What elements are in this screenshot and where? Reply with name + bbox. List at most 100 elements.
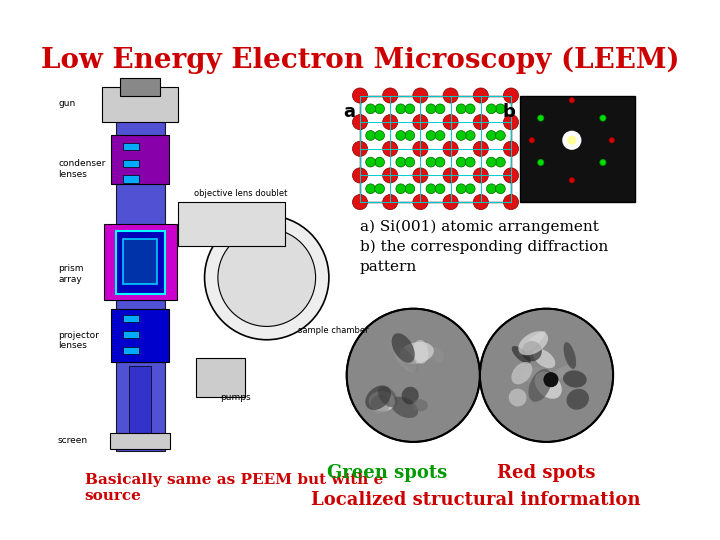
Bar: [520, 96, 635, 202]
Ellipse shape: [546, 364, 572, 384]
Circle shape: [374, 184, 384, 194]
Circle shape: [503, 194, 518, 210]
Circle shape: [396, 104, 405, 114]
Ellipse shape: [399, 349, 418, 372]
Circle shape: [465, 131, 475, 140]
Circle shape: [382, 114, 397, 130]
Text: screen: screen: [58, 436, 88, 444]
Ellipse shape: [563, 370, 587, 388]
Circle shape: [426, 131, 436, 140]
Bar: [123, 143, 139, 150]
Ellipse shape: [522, 341, 542, 361]
Circle shape: [600, 115, 606, 121]
Bar: [120, 78, 160, 96]
Circle shape: [473, 114, 488, 130]
Circle shape: [567, 135, 577, 146]
Bar: [129, 367, 151, 437]
Bar: [123, 160, 139, 167]
Text: Localized structural information: Localized structural information: [311, 491, 640, 509]
Circle shape: [473, 168, 488, 183]
Circle shape: [495, 157, 505, 167]
Bar: [196, 357, 245, 397]
Circle shape: [435, 184, 445, 194]
Circle shape: [405, 104, 415, 114]
Text: projector
lenses: projector lenses: [58, 331, 99, 350]
Ellipse shape: [392, 333, 415, 363]
Circle shape: [570, 98, 575, 103]
Circle shape: [456, 104, 466, 114]
Text: Red spots: Red spots: [498, 464, 595, 482]
Circle shape: [443, 194, 458, 210]
Circle shape: [382, 141, 397, 157]
Circle shape: [503, 168, 518, 183]
Bar: [112, 136, 169, 184]
Circle shape: [465, 104, 475, 114]
Circle shape: [563, 131, 581, 149]
Circle shape: [456, 184, 466, 194]
Bar: [112, 309, 169, 362]
Text: sample chamber: sample chamber: [298, 326, 369, 335]
Circle shape: [544, 373, 558, 387]
Circle shape: [443, 88, 458, 103]
Ellipse shape: [402, 387, 419, 404]
Circle shape: [503, 88, 518, 103]
Circle shape: [204, 215, 329, 340]
Bar: [123, 239, 157, 284]
Ellipse shape: [511, 362, 532, 384]
Ellipse shape: [365, 386, 391, 410]
Ellipse shape: [394, 346, 417, 372]
Ellipse shape: [512, 346, 531, 364]
Circle shape: [382, 194, 397, 210]
Circle shape: [487, 104, 496, 114]
Circle shape: [600, 159, 606, 166]
Circle shape: [473, 194, 488, 210]
Circle shape: [413, 168, 428, 183]
Bar: [109, 433, 170, 449]
Circle shape: [473, 141, 488, 157]
Bar: [178, 202, 284, 246]
Bar: [123, 315, 139, 322]
Circle shape: [609, 138, 614, 143]
Circle shape: [374, 131, 384, 140]
Circle shape: [353, 88, 367, 103]
Circle shape: [443, 141, 458, 157]
Text: Green spots: Green spots: [327, 464, 447, 482]
Text: a: a: [343, 103, 356, 120]
Circle shape: [413, 194, 428, 210]
Circle shape: [426, 157, 436, 167]
Text: condenser
lenses: condenser lenses: [58, 159, 105, 179]
Circle shape: [405, 157, 415, 167]
Text: objective lens doublet: objective lens doublet: [194, 188, 287, 198]
Bar: [123, 176, 139, 183]
Bar: [360, 96, 511, 202]
Circle shape: [366, 131, 375, 140]
Ellipse shape: [378, 386, 397, 407]
Bar: [116, 232, 165, 294]
Circle shape: [426, 184, 436, 194]
Text: pumps: pumps: [220, 393, 251, 402]
Circle shape: [382, 88, 397, 103]
Circle shape: [435, 131, 445, 140]
Circle shape: [396, 131, 405, 140]
Circle shape: [503, 141, 518, 157]
Circle shape: [443, 114, 458, 130]
Ellipse shape: [371, 395, 390, 414]
Bar: [104, 224, 177, 300]
Ellipse shape: [400, 342, 434, 364]
Circle shape: [443, 168, 458, 183]
Circle shape: [405, 131, 415, 140]
Circle shape: [366, 157, 375, 167]
Circle shape: [480, 309, 613, 442]
Circle shape: [374, 104, 384, 114]
Circle shape: [465, 157, 475, 167]
Circle shape: [487, 131, 496, 140]
Ellipse shape: [386, 338, 413, 356]
Ellipse shape: [430, 347, 444, 363]
Ellipse shape: [509, 389, 526, 407]
Circle shape: [570, 178, 575, 183]
Circle shape: [366, 184, 375, 194]
Circle shape: [495, 131, 505, 140]
Circle shape: [353, 194, 367, 210]
Circle shape: [435, 104, 445, 114]
Text: gun: gun: [58, 99, 76, 108]
